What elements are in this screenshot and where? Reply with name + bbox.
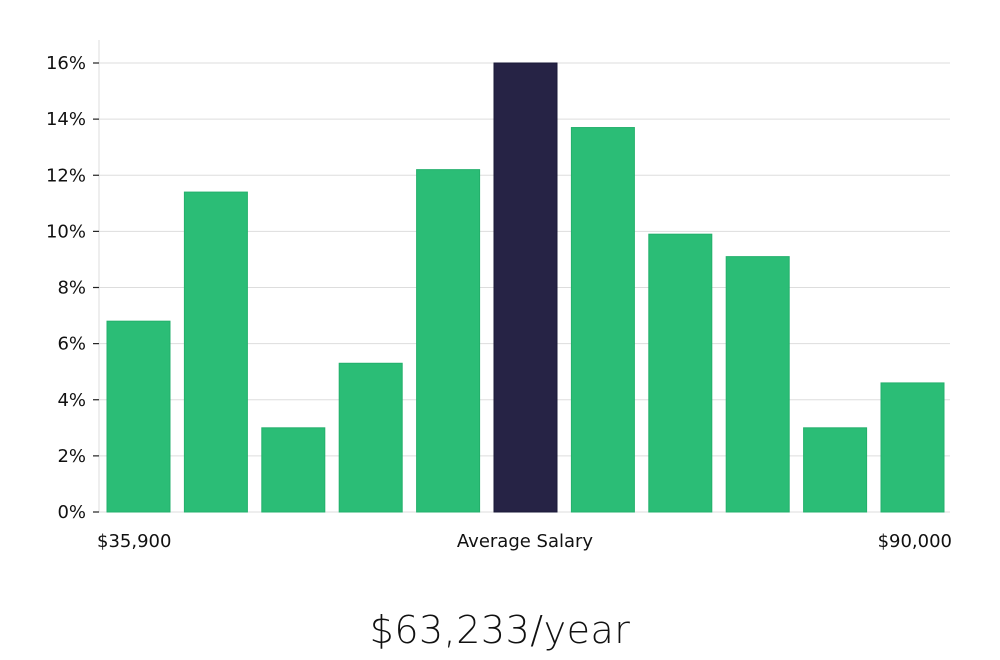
- bar: [803, 427, 868, 513]
- y-tick-label: 4%: [57, 390, 86, 411]
- bar: [338, 362, 403, 513]
- bar: [880, 382, 945, 513]
- y-tick-label: 0%: [57, 502, 86, 523]
- bar: [416, 169, 481, 513]
- bar-average: [493, 62, 558, 513]
- y-tick-label: 12%: [46, 165, 86, 186]
- bar: [261, 427, 326, 513]
- average-salary-value: $63,233/year: [369, 608, 631, 652]
- x-label-center: Average Salary: [457, 531, 594, 552]
- bar: [725, 256, 790, 513]
- y-tick-label: 10%: [46, 221, 86, 242]
- x-label-max: $90,000: [878, 531, 952, 552]
- y-tick-label: 14%: [46, 109, 86, 130]
- y-tick-label: 6%: [57, 334, 86, 355]
- bars: [106, 62, 945, 513]
- y-tick-label: 2%: [57, 446, 86, 467]
- y-axis-ticks: 0% 2% 4% 6% 8% 10% 12% 14% 16%: [46, 53, 99, 523]
- y-tick-label: 8%: [57, 278, 86, 299]
- bar: [648, 233, 713, 513]
- bar: [570, 127, 635, 513]
- x-label-min: $35,900: [97, 531, 171, 552]
- salary-histogram: 0% 2% 4% 6% 8% 10% 12% 14% 16% $35,900 Average S…: [46, 40, 952, 552]
- bar: [183, 191, 248, 513]
- y-tick-label: 16%: [46, 53, 86, 74]
- bar: [106, 320, 171, 513]
